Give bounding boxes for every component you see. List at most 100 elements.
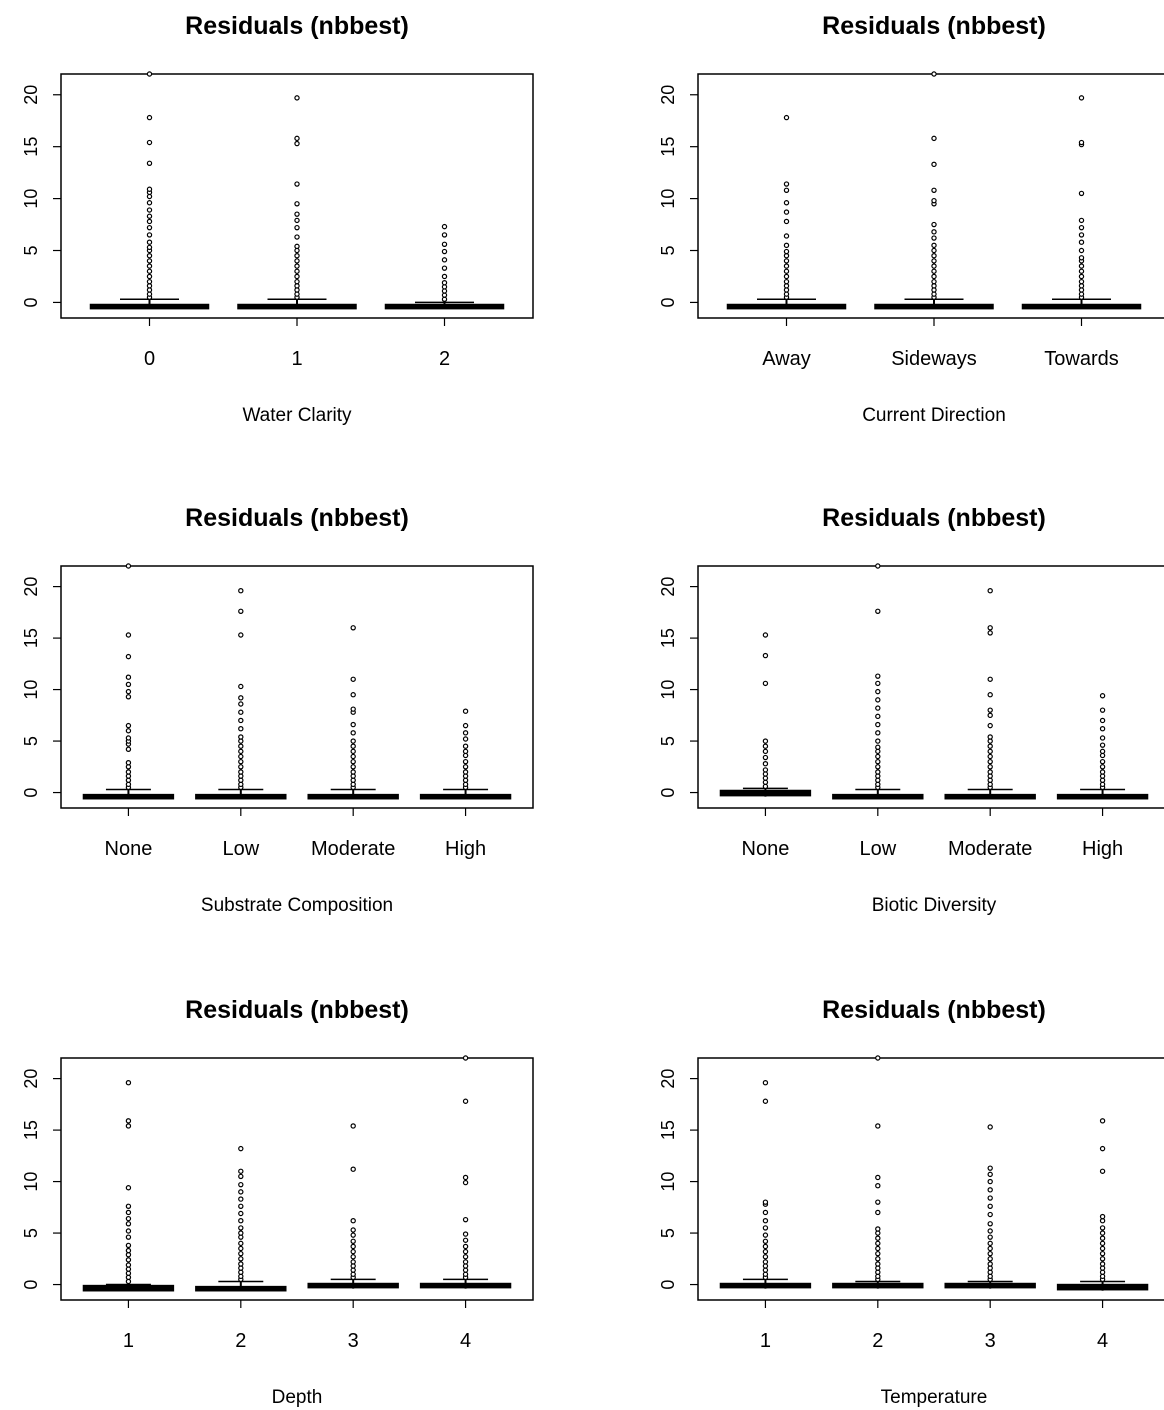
x-axis-label: Current Direction — [862, 405, 1006, 426]
box-3 — [944, 1124, 1036, 1289]
box-Moderate — [307, 625, 399, 800]
outlier-point — [875, 1256, 881, 1262]
x-tick-label: Towards — [1044, 348, 1118, 370]
outlier-point — [238, 1218, 244, 1224]
outlier-point — [987, 630, 993, 636]
outlier-point — [1099, 1261, 1106, 1267]
outlier-point — [350, 1227, 356, 1233]
outlier-point — [987, 692, 993, 698]
box-Towards — [1021, 95, 1142, 310]
outlier-point — [762, 652, 769, 659]
plot-frame — [697, 565, 1164, 809]
outlier-point — [875, 721, 881, 728]
outlier-point — [987, 722, 993, 729]
outlier-point — [931, 278, 937, 285]
outlier-point — [762, 1218, 769, 1224]
outlier-point — [441, 265, 448, 271]
outlier-point — [987, 1250, 993, 1257]
outlier-point — [238, 1189, 244, 1195]
outlier-point — [987, 712, 993, 719]
outlier-point — [1099, 726, 1106, 732]
outlier-point — [762, 1225, 769, 1231]
outlier-point — [1078, 217, 1085, 224]
outlier-point — [987, 748, 993, 755]
outlier-point — [987, 676, 993, 682]
outlier-point — [931, 242, 937, 249]
chart-panel-6: Residuals (nbbest) 0 5 10 15 20 1 2 3 4 Temperatur… — [658, 996, 1164, 1408]
y-tick-label: 0 — [658, 1280, 678, 1290]
outlier-point — [875, 1123, 881, 1129]
outlier-point — [238, 1230, 244, 1236]
outlier-point — [238, 1168, 244, 1174]
outlier-point — [238, 709, 244, 715]
outlier-point — [1099, 1245, 1106, 1252]
outlier-point — [125, 1221, 132, 1227]
box-None — [82, 563, 175, 800]
y-tick-label: 20 — [21, 85, 41, 105]
outlier-point — [762, 1199, 769, 1205]
outlier-point — [875, 1250, 881, 1257]
outlier-point — [238, 1181, 244, 1188]
outlier-point — [238, 695, 244, 701]
outlier-point — [294, 253, 300, 259]
outlier-point — [987, 1124, 993, 1130]
outlier-point — [441, 279, 448, 286]
box-1 — [719, 1080, 812, 1289]
outlier-point — [125, 694, 132, 700]
outlier-point — [931, 263, 937, 269]
outlier-point — [1099, 1118, 1106, 1124]
outlier-point — [931, 135, 937, 142]
outlier-point — [1099, 758, 1106, 765]
outlier-point — [783, 258, 790, 264]
outlier-point — [238, 1261, 244, 1267]
outlier-point — [462, 1231, 469, 1237]
outlier-point — [350, 1232, 356, 1238]
box-Away — [726, 114, 847, 310]
box-4 — [419, 1055, 512, 1289]
outlier-point — [125, 746, 132, 753]
outlier-point — [125, 1209, 132, 1216]
outlier-point — [462, 736, 469, 742]
x-tick-label: 2 — [872, 1330, 883, 1352]
outlier-point — [762, 1209, 769, 1216]
outlier-point — [875, 764, 881, 770]
outlier-point — [875, 1199, 881, 1205]
outlier-point — [783, 233, 790, 239]
outlier-point — [146, 268, 153, 274]
outlier-point — [441, 248, 448, 255]
outlier-point — [762, 1232, 769, 1238]
outlier-point — [125, 1123, 132, 1129]
outlier-point — [1078, 239, 1085, 245]
x-tick-label: Sideways — [891, 348, 977, 370]
y-tick-label: 15 — [658, 628, 678, 648]
outlier-point — [1078, 139, 1085, 146]
outlier-point — [146, 139, 153, 146]
outlier-point — [294, 224, 300, 231]
outlier-point — [783, 248, 790, 255]
outlier-point — [294, 258, 300, 264]
outlier-point — [125, 1185, 132, 1191]
outlier-point — [762, 754, 769, 761]
outlier-point — [441, 223, 448, 230]
outlier-point — [350, 1123, 356, 1129]
outlier-point — [1099, 707, 1106, 713]
box-None — [719, 632, 812, 797]
x-tick-label: High — [1082, 838, 1123, 860]
outlier-point — [125, 1215, 132, 1222]
x-axis-label: Biotic Diversity — [872, 895, 997, 916]
outlier-point — [350, 730, 356, 736]
outlier-point — [1078, 278, 1085, 285]
outlier-point — [987, 1221, 993, 1227]
outlier-point — [462, 708, 469, 714]
outlier-point — [125, 1257, 132, 1263]
outlier-point — [462, 1237, 469, 1243]
outlier-point — [762, 1080, 769, 1086]
outlier-point — [762, 1254, 769, 1260]
outlier-point — [1078, 224, 1085, 231]
outlier-point — [987, 734, 993, 740]
outlier-point — [762, 680, 769, 687]
outlier-point — [875, 730, 881, 736]
box-High — [1056, 693, 1149, 800]
outlier-point — [1099, 1235, 1106, 1241]
box-High — [419, 708, 512, 800]
